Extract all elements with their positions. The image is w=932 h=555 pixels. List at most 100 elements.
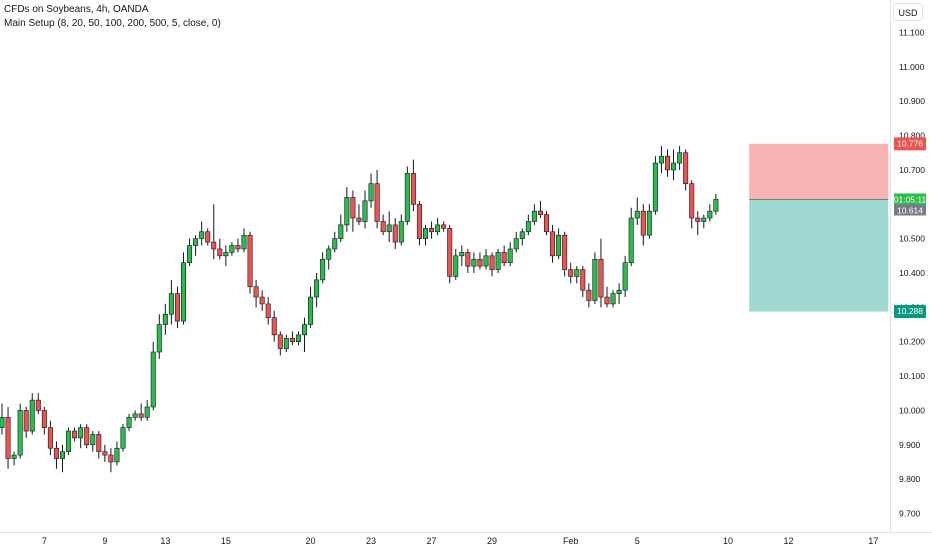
- price-axis[interactable]: 11.10011.00010.90010.80010.70010.60010.5…: [899, 28, 925, 519]
- candle-body: [531, 210, 537, 222]
- candle-body: [404, 173, 410, 222]
- candle-body: [483, 255, 489, 267]
- candle-body: [23, 410, 29, 432]
- x-tick-label: 17: [868, 536, 878, 546]
- candle: [126, 413, 132, 432]
- indicator-legend[interactable]: Main Setup (8, 20, 50, 100, 200, 500, 5,…: [4, 18, 221, 29]
- candle: [713, 193, 719, 215]
- candle-body: [187, 245, 193, 263]
- candle-body: [72, 430, 78, 439]
- candle-body: [634, 210, 640, 219]
- candle: [550, 224, 556, 263]
- candle-body: [66, 430, 72, 452]
- candle-body: [398, 221, 404, 243]
- long-position-tool[interactable]: [749, 143, 889, 312]
- countdown-bg: [894, 193, 926, 205]
- target-price-label-bg: [894, 304, 926, 318]
- candle: [701, 214, 707, 229]
- candle-body: [120, 427, 126, 449]
- candle: [108, 448, 114, 473]
- symbol-title[interactable]: CFDs on Soybeans, 4h, OANDA: [4, 4, 149, 15]
- candle: [646, 204, 652, 239]
- y-tick-label: 9.800: [899, 474, 921, 484]
- candle: [683, 149, 689, 191]
- candle: [422, 224, 428, 246]
- candle-body: [392, 224, 398, 243]
- candle: [332, 231, 338, 253]
- candle: [610, 290, 616, 308]
- candle: [277, 331, 283, 356]
- y-tick-label: 9.900: [899, 440, 921, 450]
- candle-body: [162, 313, 168, 325]
- candle: [241, 228, 247, 253]
- candle-body: [671, 162, 677, 171]
- countdown-text: 01:05:11: [894, 194, 927, 204]
- candle: [489, 252, 495, 277]
- candle: [217, 238, 223, 260]
- candle: [501, 245, 507, 267]
- candle-body: [235, 245, 241, 250]
- y-tick-label: 10.700: [899, 165, 925, 175]
- candle: [398, 214, 404, 246]
- currency-button[interactable]: USD: [893, 3, 923, 21]
- candle-body: [550, 231, 556, 257]
- candle: [205, 228, 211, 246]
- candle: [453, 248, 459, 280]
- candle-body: [193, 238, 199, 246]
- time-axis[interactable]: 7 9 13 15 20 23 27 29 Feb 5 10 12 17: [42, 536, 878, 546]
- x-tick-label: 23: [366, 536, 376, 546]
- candle-body: [320, 258, 326, 281]
- candle: [17, 403, 23, 459]
- candle-body: [410, 173, 416, 205]
- candle: [477, 252, 483, 270]
- y-tick-label: 10.100: [899, 371, 925, 381]
- candle-body: [253, 286, 259, 298]
- candle-body: [53, 447, 59, 459]
- candle-body: [229, 245, 235, 253]
- candle-body: [259, 296, 265, 305]
- candle: [211, 204, 217, 260]
- candle: [168, 279, 174, 325]
- candle-body: [537, 210, 543, 215]
- candle-body: [616, 289, 622, 294]
- candle-body: [332, 238, 338, 250]
- candle: [598, 238, 604, 308]
- candle-body: [102, 451, 108, 456]
- candle: [671, 149, 677, 181]
- candle-body: [126, 416, 132, 428]
- candle-body: [277, 334, 283, 349]
- candle-body: [181, 262, 187, 322]
- candle: [368, 173, 374, 208]
- candle-body: [380, 221, 386, 233]
- x-tick-label: 12: [783, 536, 793, 546]
- candle-body: [247, 234, 253, 288]
- candle: [229, 242, 235, 256]
- candle-body: [471, 258, 477, 267]
- candle: [289, 331, 295, 346]
- candle-body: [447, 228, 453, 277]
- candle-body: [664, 155, 670, 171]
- candle: [253, 279, 259, 308]
- candle-body: [586, 289, 592, 301]
- candle: [144, 400, 150, 421]
- candle-body: [338, 224, 344, 239]
- candle-body: [604, 296, 610, 305]
- candle-body: [90, 434, 96, 446]
- candle: [259, 290, 265, 311]
- candle: [562, 231, 568, 277]
- candle-body: [156, 324, 162, 353]
- candle: [41, 406, 47, 435]
- candle: [138, 403, 144, 421]
- candle-body: [326, 248, 332, 260]
- candle-body: [683, 152, 689, 184]
- candle: [193, 235, 199, 256]
- candle: [350, 190, 356, 232]
- candle: [525, 214, 531, 236]
- candle: [441, 221, 447, 232]
- candle: [531, 204, 537, 225]
- candle-body: [543, 214, 549, 233]
- candle: [604, 286, 610, 308]
- candle: [543, 211, 549, 236]
